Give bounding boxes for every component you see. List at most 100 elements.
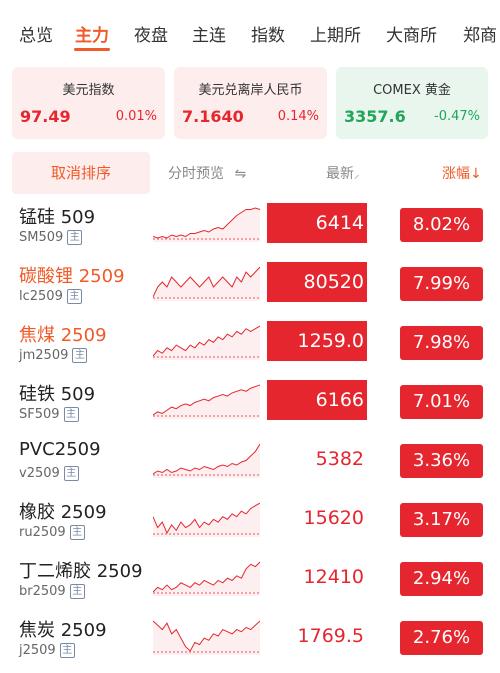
list-item[interactable]: 焦煤 2509 jm2509 主 1259.0 7.98% — [0, 312, 500, 371]
contract-name: 碳酸锂 2509 — [19, 266, 125, 287]
sparkline-area — [153, 562, 260, 596]
contract-code: j2509 主 — [19, 643, 75, 658]
change-percent: 3.36% — [400, 444, 483, 478]
latest-price: 80520 — [267, 262, 367, 302]
preview-toggle[interactable]: 分时预览 ⇋ — [168, 163, 246, 183]
tab-index[interactable]: 指数 — [251, 26, 285, 46]
contract-code-text: jm2509 — [19, 348, 69, 363]
latest-price: 1259.0 — [267, 321, 367, 361]
contract-code-text: lc2509 — [19, 289, 63, 304]
index-card-value: 97.49 — [20, 107, 71, 126]
main-contract-badge: 主 — [72, 348, 88, 363]
index-card-title: 美元兑离岸人民币 — [198, 83, 303, 98]
contract-code: jm2509 主 — [19, 348, 88, 363]
contract-code: v2509 主 — [19, 466, 79, 481]
index-card-value: 7.1640 — [182, 107, 244, 126]
contract-code: SF509 主 — [19, 407, 79, 422]
latest-price: 15620 — [303, 507, 364, 529]
preview-label: 分时预览 — [168, 166, 224, 182]
sparkline-area — [153, 444, 260, 478]
sparkline-line — [153, 266, 260, 298]
latest-price: 12410 — [303, 566, 364, 588]
contract-code-text: ru2509 — [19, 525, 66, 540]
sparkline-line — [153, 502, 260, 535]
index-card-change: -0.47% — [434, 109, 480, 124]
contract-name: 锰硅 509 — [19, 207, 96, 228]
tab-dce[interactable]: 大商所 — [386, 26, 437, 46]
latest-price: 1769.5 — [297, 625, 364, 647]
swap-icon: ⇋ — [234, 166, 247, 182]
sort-by-change[interactable]: 涨幅↓ — [442, 163, 482, 183]
contract-name: 焦煤 2509 — [19, 325, 107, 346]
cancel-sort-button[interactable]: 取消排序 — [12, 152, 150, 194]
change-percent: 3.17% — [400, 503, 483, 537]
intraday-sparkline — [153, 620, 260, 655]
sort-indicator-icon: ⸝ — [354, 168, 360, 181]
sparkline-line — [153, 384, 260, 416]
latest-price: 5382 — [315, 448, 364, 470]
main-contract-badge: 主 — [67, 230, 83, 245]
index-card-gold[interactable]: COMEX 黄金 3357.6 -0.47% — [336, 67, 488, 139]
index-card-change: 0.01% — [115, 109, 157, 124]
sparkline-area — [153, 385, 260, 419]
sparkline-line — [153, 207, 260, 239]
latest-label: 最新 — [326, 166, 354, 182]
list-item[interactable]: 橡胶 2509 ru2509 主 15620 3.17% — [0, 489, 500, 548]
change-percent: 8.02% — [400, 208, 483, 242]
intraday-sparkline — [153, 561, 260, 596]
index-card-title: COMEX 黄金 — [373, 83, 451, 98]
contract-code: ru2509 主 — [19, 525, 85, 540]
index-card-usd[interactable]: 美元指数 97.49 0.01% — [12, 67, 165, 139]
sparkline-line — [153, 561, 260, 593]
market-tabs: 总览 主力 夜盘 主连 指数 上期所 大商所 郑商 — [0, 0, 500, 56]
intraday-sparkline — [153, 502, 260, 537]
contract-name: 橡胶 2509 — [19, 502, 107, 523]
contract-code-text: SM509 — [19, 230, 64, 245]
contract-code: br2509 主 — [19, 584, 85, 599]
sort-by-latest[interactable]: 最新⸝ — [326, 163, 360, 183]
tab-night[interactable]: 夜盘 — [134, 26, 168, 46]
sparkline-area — [153, 267, 260, 301]
intraday-sparkline — [153, 207, 260, 242]
index-card-value: 3357.6 — [344, 107, 406, 126]
sparkline-area — [153, 621, 260, 655]
index-cards: 美元指数 97.49 0.01% 美元兑离岸人民币 7.1640 0.14% C… — [0, 67, 500, 139]
sparkline-area — [153, 503, 260, 537]
main-contract-badge: 主 — [59, 643, 75, 658]
main-contract-badge: 主 — [63, 407, 79, 422]
contract-code: lc2509 主 — [19, 289, 82, 304]
active-tab-indicator — [74, 48, 110, 51]
tab-continuous[interactable]: 主连 — [192, 26, 226, 46]
intraday-sparkline — [153, 266, 260, 301]
list-item[interactable]: 碳酸锂 2509 lc2509 主 80520 7.99% — [0, 253, 500, 312]
intraday-sparkline — [153, 443, 260, 478]
contract-code-text: j2509 — [19, 643, 56, 658]
list-item[interactable]: 焦炭 2509 j2509 主 1769.5 2.76% — [0, 607, 500, 666]
index-card-title: 美元指数 — [62, 83, 115, 98]
change-label: 涨幅 — [442, 166, 470, 182]
list-header: 取消排序 分时预览 ⇋ 最新⸝ 涨幅↓ — [0, 152, 500, 194]
intraday-sparkline — [153, 325, 260, 360]
main-contract-badge: 主 — [66, 289, 82, 304]
index-card-cnh[interactable]: 美元兑离岸人民币 7.1640 0.14% — [174, 67, 327, 139]
contract-name: PVC2509 — [19, 439, 101, 460]
contract-code-text: SF509 — [19, 407, 60, 422]
tab-czce[interactable]: 郑商 — [463, 26, 497, 46]
sparkline-line — [153, 620, 260, 652]
sparkline-line — [153, 325, 260, 357]
list-item[interactable]: 锰硅 509 SM509 主 6414 8.02% — [0, 194, 500, 253]
contract-name: 焦炭 2509 — [19, 620, 107, 641]
tab-overview[interactable]: 总览 — [19, 26, 53, 46]
latest-price: 6414 — [267, 203, 367, 243]
tab-shfe[interactable]: 上期所 — [310, 26, 361, 46]
change-percent: 2.94% — [400, 562, 483, 596]
contract-name: 硅铁 509 — [19, 384, 96, 405]
change-percent: 7.99% — [400, 267, 483, 301]
change-percent: 7.01% — [400, 385, 483, 419]
arrow-down-icon: ↓ — [470, 166, 482, 182]
tab-main[interactable]: 主力 — [75, 26, 109, 46]
list-item[interactable]: 丁二烯胶 2509 br2509 主 12410 2.94% — [0, 548, 500, 607]
list-item[interactable]: 硅铁 509 SF509 主 6166 7.01% — [0, 371, 500, 430]
contract-name: 丁二烯胶 2509 — [19, 561, 143, 582]
list-item[interactable]: PVC2509 v2509 主 5382 3.36% — [0, 430, 500, 489]
